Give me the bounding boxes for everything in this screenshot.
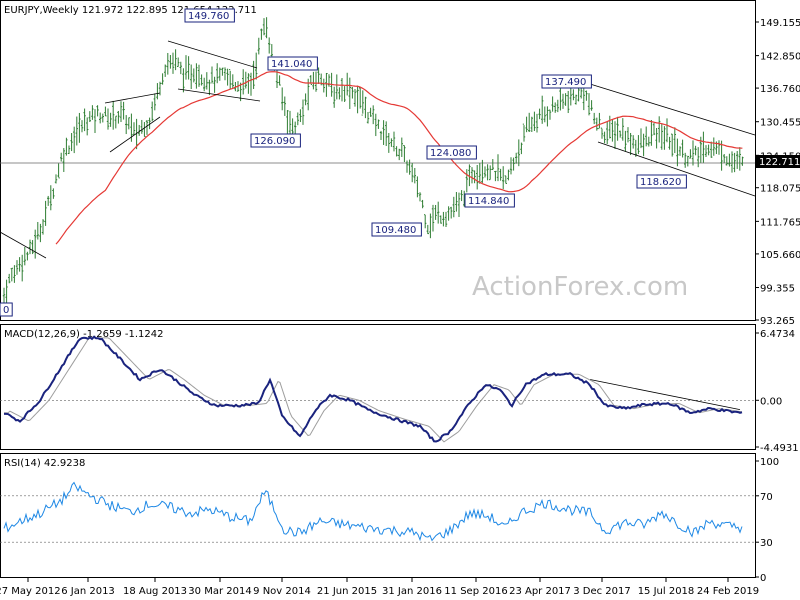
trendline (589, 83, 756, 136)
x-axis-labels: 27 May 2012 6 Jan 2013 18 Aug 2013 30 Mar 2… (0, 578, 759, 597)
trendline (597, 141, 756, 197)
x-label: 21 Jun 2015 (317, 586, 377, 597)
swing-label-box (426, 145, 477, 160)
swing-label-box (184, 8, 235, 23)
swing-label: 109.480 (375, 225, 416, 236)
swing-label: 0 (3, 305, 9, 316)
price-y-label: 105.660 (760, 250, 800, 261)
swing-label: 114.840 (468, 196, 509, 207)
trendline (0, 231, 47, 259)
price-y-label: 149.155 (760, 18, 800, 29)
moving-average (55, 71, 743, 245)
x-label: 15 Jul 2018 (638, 586, 695, 597)
trendline (177, 88, 261, 102)
y-axis-labels: 149.155142.850136.760130.455124.150118.0… (755, 18, 800, 584)
swing-label-box (464, 193, 515, 208)
price-y-label: 111.765 (760, 217, 800, 228)
rsi-y-label: 70 (760, 492, 773, 503)
swing-label: 141.040 (271, 59, 312, 70)
rsi-y-label: 100 (760, 457, 779, 468)
macd-title: MACD(12,26,9) -1.2659 -1.1242 (4, 329, 164, 340)
swing-label-box (250, 133, 301, 148)
rsi-y-label: 30 (760, 538, 773, 549)
swing-label: 126.090 (254, 136, 295, 147)
swing-label: 149.760 (188, 11, 229, 22)
macd-y-label: -4.4931 (760, 443, 799, 454)
price-y-label: 130.455 (760, 118, 800, 129)
x-label: 24 Feb 2019 (697, 586, 759, 597)
x-label: 23 Apr 2017 (509, 586, 571, 597)
trendline (109, 116, 161, 153)
x-label: 31 Jan 2016 (382, 586, 442, 597)
swing-label: 137.490 (545, 77, 586, 88)
rsi-y-label: 0 (760, 573, 766, 584)
x-label: 11 Sep 2016 (444, 586, 507, 597)
swing-label: 118.620 (640, 177, 681, 188)
macd-main-line (3, 335, 743, 443)
price-title: EURJPY,Weekly 121.972 122.895 121.654 12… (4, 5, 257, 16)
current-price-tag (756, 155, 800, 168)
x-label: 27 May 2012 (0, 586, 61, 597)
swing-label-box (541, 74, 592, 89)
swing-label-box (636, 174, 687, 189)
swing-label-box (0, 302, 13, 317)
swing-label: 124.080 (430, 148, 471, 159)
macd-pane (0, 324, 756, 450)
swing-labels: 149.760 141.040 126.090 137.490 124.080 114.8… (0, 8, 687, 317)
price-pane (0, 0, 756, 321)
rsi-title: RSI(14) 42.9238 (4, 458, 85, 469)
trendline (104, 92, 161, 104)
watermark-text: ActionForex.com (472, 272, 688, 302)
x-label: 18 Aug 2013 (123, 586, 187, 597)
rsi-line (3, 481, 743, 542)
ma-line (55, 71, 743, 245)
reference-lines (0, 162, 755, 543)
price-y-label: 99.355 (760, 284, 795, 295)
price-y-label: 93.265 (760, 316, 795, 327)
x-label: 3 Dec 2017 (573, 586, 631, 597)
price-y-label: 136.760 (760, 84, 800, 95)
price-y-label: 118.075 (760, 184, 800, 195)
price-bars (2, 17, 744, 305)
macd-y-label: 6.4734 (760, 329, 795, 340)
macd-trendline (589, 379, 741, 411)
swing-label-box (371, 222, 422, 237)
current-price-label: 122.711 (759, 157, 800, 168)
rsi-series-line (3, 481, 743, 542)
macd-y-label: 0.00 (760, 396, 782, 407)
rsi-pane (0, 453, 756, 578)
trendlines (0, 40, 756, 411)
x-label: 9 Nov 2014 (253, 586, 311, 597)
x-label: 30 Mar 2014 (188, 586, 251, 597)
trendline (167, 40, 258, 69)
x-label: 6 Jan 2013 (61, 586, 115, 597)
swing-label-box (267, 56, 318, 71)
price-y-label: 142.850 (760, 52, 800, 63)
macd-lines (3, 335, 743, 443)
